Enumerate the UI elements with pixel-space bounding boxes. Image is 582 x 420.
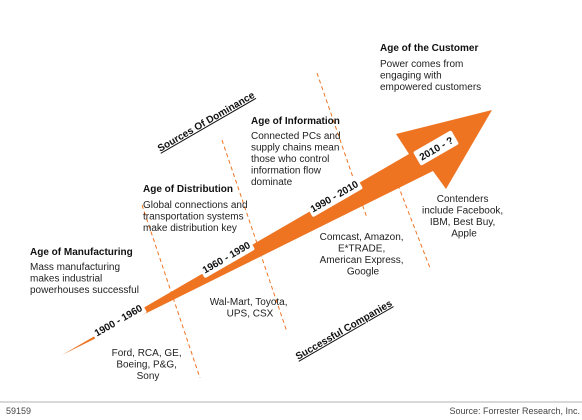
- company-line: American Express,: [320, 255, 404, 266]
- age-desc-line: empowered customers: [380, 82, 481, 93]
- age-title-information: Age of Information: [251, 116, 340, 127]
- age-desc-customer: Power comes from engaging with empowered…: [380, 59, 481, 93]
- age-desc-line: Mass manufacturing: [30, 262, 120, 273]
- companies-customer: Contenders include Facebook, IBM, Best B…: [422, 194, 506, 240]
- age-desc-line: supply chains mean: [251, 143, 339, 154]
- age-desc-line: information flow: [251, 166, 322, 177]
- company-line: Contenders: [437, 194, 489, 205]
- footer-id: 59159: [6, 406, 31, 416]
- age-desc-line: Connected PCs and: [251, 131, 341, 142]
- era-label-1: 1900 - 1960: [89, 299, 147, 341]
- company-line: Apple: [451, 229, 477, 240]
- company-line: include Facebook,: [422, 206, 503, 217]
- age-desc-line: dominate: [251, 177, 293, 188]
- company-line: IBM, Best Buy,: [430, 217, 495, 228]
- divider-4: [397, 184, 431, 269]
- company-line: UPS, CSX: [227, 309, 274, 320]
- age-desc-manufacturing: Mass manufacturing makes industrial powe…: [30, 262, 139, 296]
- divider-1: [141, 204, 201, 379]
- companies-manufacturing: Ford, RCA, GE, Boeing, P&G, Sony: [112, 348, 185, 382]
- age-title-manufacturing: Age of Manufacturing: [30, 247, 133, 258]
- growth-arrow: [62, 110, 492, 355]
- age-desc-line: Power comes from: [380, 59, 463, 70]
- age-desc-distribution: Global connections and transportation sy…: [143, 200, 250, 234]
- company-line: Ford, RCA, GE,: [112, 348, 182, 359]
- company-line: Wal-Mart, Toyota,: [210, 297, 288, 308]
- age-desc-line: powerhouses successful: [30, 285, 139, 296]
- company-line: Comcast, Amazon,: [320, 232, 404, 243]
- age-title-distribution: Age of Distribution: [143, 184, 233, 195]
- age-desc-line: engaging with: [380, 71, 442, 82]
- age-desc-line: those who control: [251, 154, 329, 165]
- company-line: E*TRADE,: [338, 244, 385, 255]
- successful-companies-label: Successful Companies: [294, 298, 395, 362]
- companies-information: Comcast, Amazon, E*TRADE, American Expre…: [320, 232, 407, 278]
- company-line: Boeing, P&G,: [116, 360, 177, 371]
- divider-2: [221, 139, 288, 333]
- age-desc-line: make distribution key: [143, 223, 237, 234]
- company-line: Sony: [137, 371, 160, 382]
- sources-of-dominance-label: Sources Of Dominance: [156, 90, 257, 155]
- age-desc-line: Global connections and: [143, 200, 248, 211]
- age-desc-line: makes industrial: [30, 274, 102, 285]
- age-desc-line: transportation systems: [143, 212, 244, 223]
- age-title-customer: Age of the Customer: [380, 43, 478, 54]
- age-desc-information: Connected PCs and supply chains mean tho…: [251, 131, 343, 188]
- companies-distribution: Wal-Mart, Toyota, UPS, CSX: [210, 297, 291, 320]
- company-line: Google: [347, 267, 380, 278]
- footer-source: Source: Forrester Research, Inc.: [449, 406, 580, 416]
